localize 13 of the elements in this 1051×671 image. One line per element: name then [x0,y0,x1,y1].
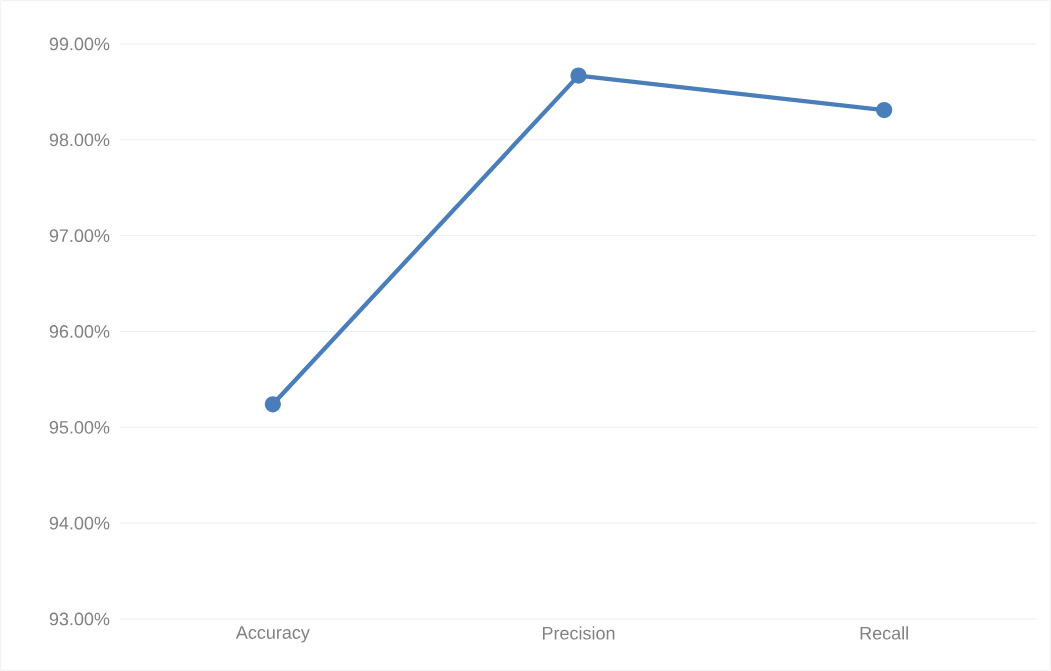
y-tick-label: 96.00% [49,325,110,338]
y-tick-label: 97.00% [49,229,110,243]
x-tick-label: Precision [542,626,615,640]
point [876,101,893,119]
y-tick-label: 98.00% [49,133,110,147]
y-tick-label: 95.00% [49,420,110,434]
point [570,67,587,84]
y-tick-label: 94.00% [49,516,110,530]
y-tick-label: 99.00% [49,37,110,51]
x-tick-label: Recall [860,626,908,640]
point [264,396,281,413]
x-tick-label: Accuracy [235,626,310,643]
y-tick-label: 93.00% [49,612,110,626]
